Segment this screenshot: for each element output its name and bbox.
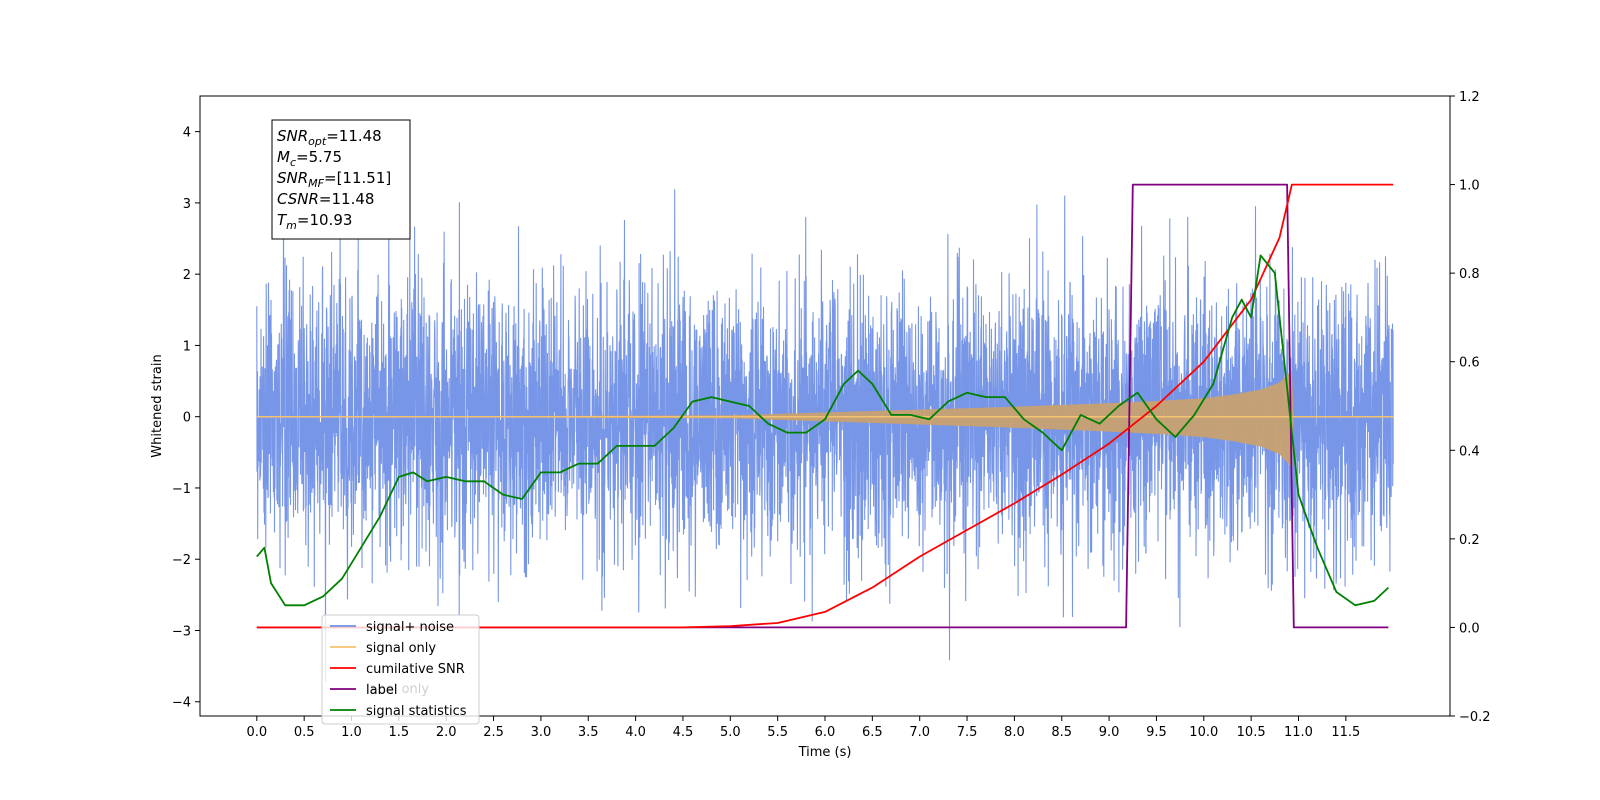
y-tick-label: −2	[172, 553, 191, 568]
y-axis-ticks: 4 3 2 1 0 −1 −2 −3 −4	[172, 126, 200, 711]
x-axis-label: Time (s)	[798, 745, 852, 760]
y-tick-label: 2	[183, 268, 191, 283]
legend-label: signal only	[366, 641, 436, 656]
annotation-line: SNRopt=11.48	[277, 127, 382, 148]
y-tick-label: 3	[183, 197, 191, 212]
y2-tick-label: 0.8	[1459, 267, 1480, 282]
x-tick-label: 1.5	[389, 725, 410, 740]
legend-label: cumilative SNR	[366, 662, 465, 677]
legend: label only signal+ noise signal only cumila…	[321, 614, 480, 725]
annotation-box: SNRopt=11.48Mc=5.75SNRMF=[11.51]CSNR=11.…	[271, 119, 411, 240]
right-axis-series	[256, 183, 1394, 629]
y-tick-label: −3	[172, 624, 191, 639]
x-tick-label: 7.5	[957, 725, 978, 740]
x-tick-label: 0.0	[246, 725, 267, 740]
annotation-line: SNRMF=[11.51]	[277, 169, 391, 190]
x-tick-label: 0.5	[294, 725, 315, 740]
y2-tick-label: 1.0	[1459, 179, 1480, 194]
y-tick-label: −1	[172, 482, 191, 497]
x-tick-label: 2.5	[483, 725, 504, 740]
x-tick-label: 9.0	[1099, 725, 1120, 740]
legend-label: signal+ noise	[366, 620, 454, 635]
x-tick-label: 10.5	[1237, 725, 1266, 740]
x-tick-label: 8.0	[1004, 725, 1025, 740]
x-tick-label: 10.0	[1189, 725, 1218, 740]
x-tick-label: 5.5	[767, 725, 788, 740]
x-tick-label: 2.0	[436, 725, 457, 740]
legend-frame	[321, 614, 480, 725]
label-line	[256, 183, 1389, 629]
x-tick-label: 11.0	[1284, 725, 1313, 740]
x-tick-label: 5.0	[720, 725, 741, 740]
x-tick-label: 8.5	[1051, 725, 1072, 740]
y-tick-label: 1	[183, 339, 191, 354]
annotation-line: Mc=5.75	[277, 148, 342, 169]
y-tick-label: 0	[183, 411, 191, 426]
x-tick-label: 3.0	[531, 725, 552, 740]
y2-tick-label: 0.2	[1459, 533, 1480, 548]
x-tick-label: 9.5	[1146, 725, 1167, 740]
x-tick-label: 7.0	[909, 725, 930, 740]
y2-tick-label: 1.2	[1459, 90, 1480, 105]
y2-tick-label: 0.6	[1459, 356, 1480, 371]
y-axis-label: Whitened strain	[150, 354, 165, 457]
x-tick-label: 4.0	[625, 725, 646, 740]
y2-tick-label: −0.2	[1459, 710, 1491, 725]
cumulative-snr-line	[256, 183, 1394, 629]
x-tick-label: 1.0	[341, 725, 362, 740]
x-tick-label: 6.5	[862, 725, 883, 740]
annotation-frame	[271, 119, 411, 240]
signal-plus-noise-line	[256, 176, 1394, 682]
series-signal-plus-noise	[256, 176, 1394, 682]
x-tick-label: 11.5	[1331, 725, 1360, 740]
legend-hidden-text: label only	[366, 682, 429, 697]
x-tick-label: 4.5	[673, 725, 694, 740]
y2-axis-ticks: 1.2 1.0 0.8 0.6 0.4 0.2 0.0 −0.2	[1450, 90, 1491, 725]
y-tick-label: −4	[172, 696, 191, 711]
signal-statistics-line	[256, 254, 1390, 607]
annotation-line: CSNR=11.48	[277, 190, 374, 208]
y-tick-label: 4	[183, 126, 191, 141]
y2-tick-label: 0.4	[1459, 444, 1480, 459]
annotation-line: Tm=10.93	[277, 211, 352, 232]
x-tick-label: 6.0	[815, 725, 836, 740]
x-axis-ticks: 0.0 0.5 1.0 1.5 2.0 2.5 3.0 3.5 4.0 4.5 5.0 5.5 6.0 6…	[246, 716, 1360, 740]
legend-label: label	[366, 683, 397, 698]
x-tick-label: 3.5	[578, 725, 599, 740]
y2-tick-label: 0.0	[1459, 621, 1480, 636]
legend-label: signal statistics	[366, 704, 467, 719]
